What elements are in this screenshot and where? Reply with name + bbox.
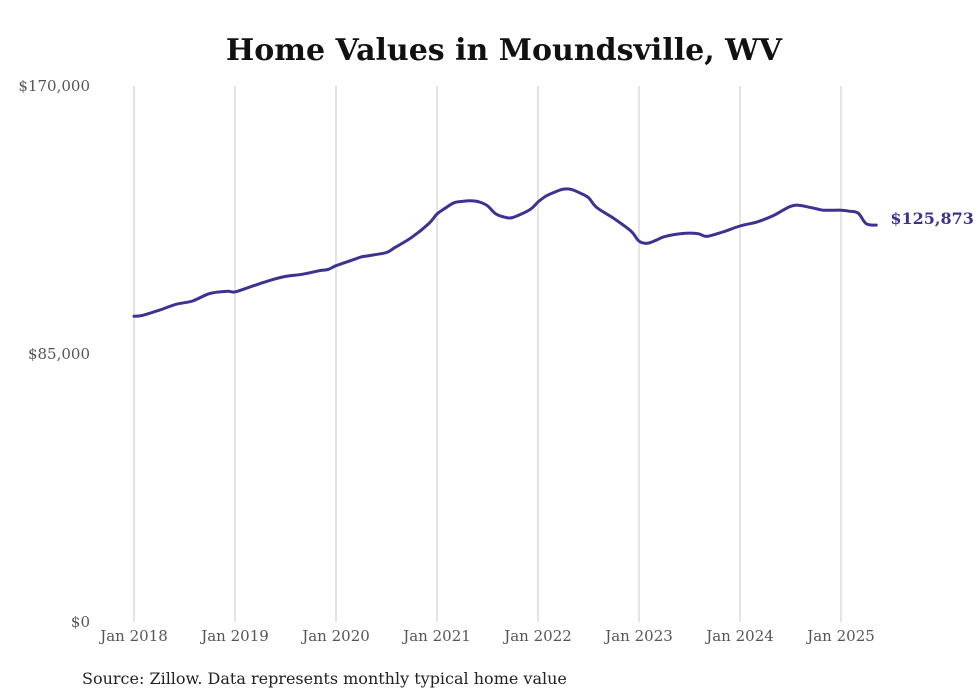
y-axis-ticks: $0 $85,000 $170,000 [18, 77, 90, 631]
gridlines [133, 86, 842, 622]
x-tick-label: Jan 2024 [704, 627, 774, 645]
y-tick-label: $0 [71, 613, 90, 631]
y-tick-label: $170,000 [18, 77, 90, 95]
x-tick-label: Jan 2023 [603, 627, 673, 645]
source-note: Source: Zillow. Data represents monthly … [82, 669, 567, 688]
chart-title: Home Values in Moundsville, WV [226, 33, 783, 68]
x-tick-label: Jan 2019 [199, 627, 269, 645]
x-axis-ticks: Jan 2018 Jan 2019 Jan 2020 Jan 2021 Jan 2022… [98, 627, 875, 645]
end-value-label: $125,873 [890, 209, 974, 228]
x-tick-label: Jan 2018 [98, 627, 168, 645]
x-tick-label: Jan 2025 [805, 627, 875, 645]
series-line [132, 187, 878, 318]
x-tick-label: Jan 2021 [401, 627, 471, 645]
x-tick-label: Jan 2020 [300, 627, 370, 645]
x-tick-label: Jan 2022 [502, 627, 572, 645]
y-tick-label: $85,000 [28, 345, 90, 363]
